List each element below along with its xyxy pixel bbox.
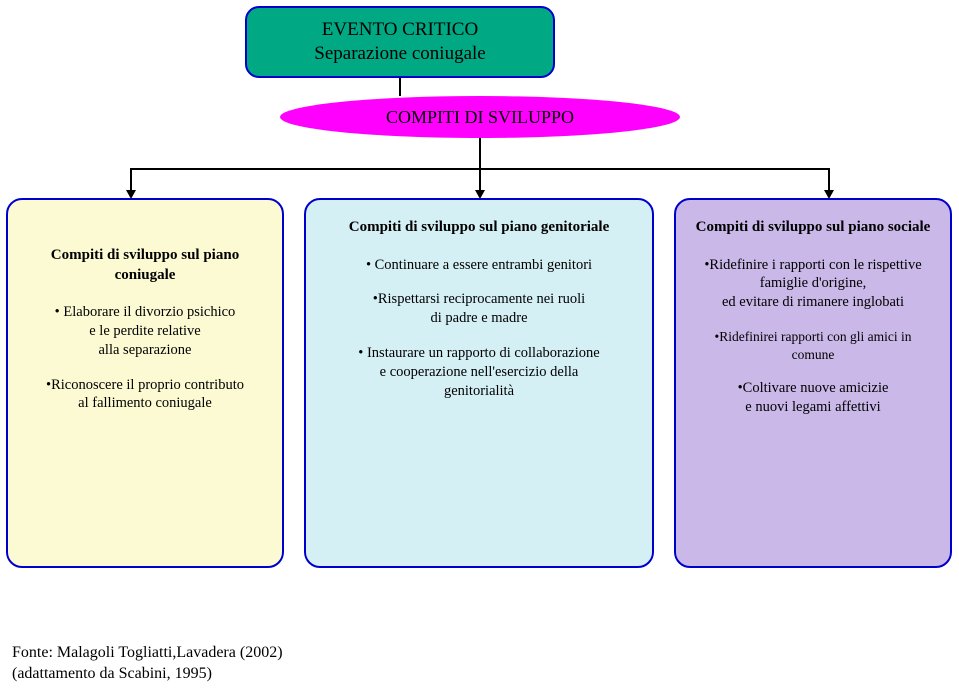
event-box: EVENTO CRITICO Separazione coniugale bbox=[245, 6, 555, 78]
panel-sociale: Compiti di sviluppo sul piano sociale •R… bbox=[674, 198, 952, 568]
bullet-item: • Elaborare il divorzio psichicoe le per… bbox=[24, 303, 266, 360]
panel-genitoriale: Compiti di sviluppo sul piano genitorial… bbox=[304, 198, 654, 568]
source-citation: Fonte: Malagoli Togliatti,Lavadera (2002… bbox=[12, 643, 283, 685]
panel-coniugale: Compiti di sviluppo sul piano coniugale … bbox=[6, 198, 284, 568]
bullet-item: • Continuare a essere entrambi genitori bbox=[322, 256, 636, 275]
source-line: (adattamento da Scabini, 1995) bbox=[12, 664, 283, 685]
bullet-item: •Ridefinire i rapporti con le rispettive… bbox=[692, 256, 934, 313]
connector-line bbox=[479, 138, 481, 168]
bullet-item: •Coltivare nuove amiciziee nuovi legami … bbox=[692, 379, 934, 417]
tasks-label: COMPITI DI SVILUPPO bbox=[386, 107, 574, 127]
bullet-item: •Ridefinirei rapporti con gli amici in c… bbox=[692, 328, 934, 363]
bullet-item: •Rispettarsi reciprocamente nei ruolidi … bbox=[322, 290, 636, 328]
panel-heading: Compiti di sviluppo sul piano coniugale bbox=[24, 246, 266, 285]
panel-heading: Compiti di sviluppo sul piano genitorial… bbox=[322, 218, 636, 238]
panel-heading: Compiti di sviluppo sul piano sociale bbox=[692, 218, 934, 238]
event-subtitle: Separazione coniugale bbox=[247, 42, 553, 66]
event-title: EVENTO CRITICO bbox=[247, 18, 553, 42]
source-line: Fonte: Malagoli Togliatti,Lavadera (2002… bbox=[12, 643, 283, 664]
bullet-item: • Instaurare un rapporto di collaborazio… bbox=[322, 344, 636, 401]
connector-line bbox=[399, 78, 401, 96]
tasks-ellipse: COMPITI DI SVILUPPO bbox=[280, 96, 680, 138]
bullet-item: •Riconoscere il proprio contributoal fal… bbox=[24, 376, 266, 414]
